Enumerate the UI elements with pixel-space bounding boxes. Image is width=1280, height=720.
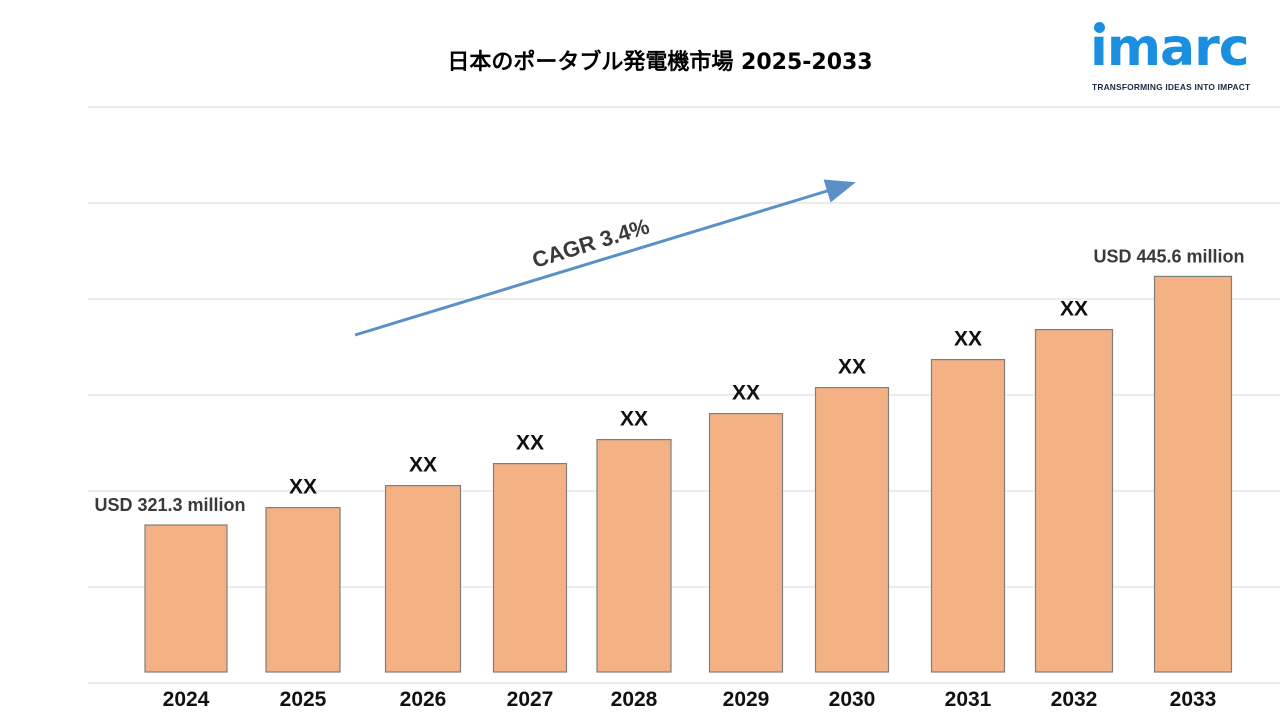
x-tick-2031: 2031 xyxy=(945,688,992,711)
logo-tagline: TRANSFORMING IDEAS INTO IMPACT xyxy=(1092,82,1251,92)
x-tick-2029: 2029 xyxy=(723,688,770,711)
value-label-2033: USD 445.6 million xyxy=(1093,246,1244,266)
value-label-2031: XX xyxy=(954,328,982,351)
value-label-2028: XX xyxy=(620,408,648,431)
bars xyxy=(144,275,1233,673)
chart-title: 日本のポータブル発電機市場 2025-2033 xyxy=(447,50,873,75)
value-label-2024: USD 321.3 million xyxy=(94,495,245,515)
bar-2033 xyxy=(1153,275,1233,673)
imarc-logo: ımarc TRANSFORMING IDEAS INTO IMPACT xyxy=(1090,18,1262,98)
logo-wordmark: ımarc xyxy=(1090,18,1250,78)
value-labels: USD 321.3 million XX XX XX XX XX XX XX XX USD 445… xyxy=(94,246,1244,515)
cagr-label: CAGR 3.4% xyxy=(529,213,652,272)
value-label-2027: XX xyxy=(516,432,544,455)
logo-dot-icon xyxy=(1094,22,1105,33)
bar-2024 xyxy=(144,524,228,673)
x-tick-labels: 2024 2025 2026 2027 2028 2029 2030 2031 2032 2033 xyxy=(163,688,1217,711)
x-tick-2033: 2033 xyxy=(1170,688,1217,711)
bar-2032 xyxy=(1034,329,1114,673)
bar-2031 xyxy=(930,359,1006,673)
value-label-2032: XX xyxy=(1060,298,1088,321)
value-label-2029: XX xyxy=(732,382,760,405)
bar-2025 xyxy=(265,507,341,673)
gridlines xyxy=(88,106,1280,684)
x-tick-2030: 2030 xyxy=(829,688,876,711)
value-label-2030: XX xyxy=(838,356,866,379)
x-tick-2026: 2026 xyxy=(400,688,447,711)
cagr-annotation: CAGR 3.4% xyxy=(354,179,856,337)
x-tick-2028: 2028 xyxy=(611,688,658,711)
value-label-2025: XX xyxy=(289,476,317,499)
bar-2029 xyxy=(708,413,784,673)
value-label-2026: XX xyxy=(409,454,437,477)
x-tick-2025: 2025 xyxy=(280,688,327,711)
bar-2026 xyxy=(384,485,462,673)
x-tick-2032: 2032 xyxy=(1051,688,1098,711)
bar-2028 xyxy=(596,439,672,673)
x-tick-2027: 2027 xyxy=(507,688,554,711)
bar-2030 xyxy=(814,387,890,673)
cagr-arrow-icon xyxy=(354,179,856,337)
bar-2027 xyxy=(492,463,568,673)
x-tick-2024: 2024 xyxy=(163,688,210,711)
